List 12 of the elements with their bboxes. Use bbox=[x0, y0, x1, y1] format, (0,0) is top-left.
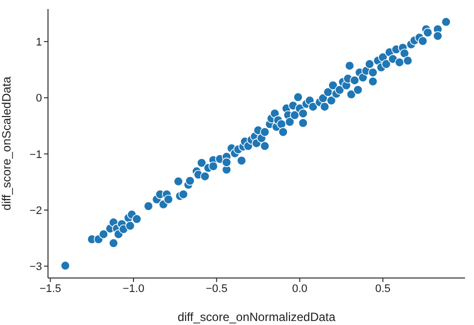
x-tick-label: −1.5 bbox=[39, 282, 62, 295]
x-tick-label: 0.0 bbox=[292, 282, 308, 295]
y-tick-label: −1 bbox=[29, 148, 42, 161]
y-tick-label: 0 bbox=[36, 92, 42, 105]
x-tick-label: −1.0 bbox=[122, 282, 144, 295]
x-axis-title: diff_score_onNormalizedData bbox=[178, 310, 336, 324]
x-tick-label: −0.5 bbox=[206, 282, 228, 295]
y-axis-title: diff_score_onScaledData bbox=[0, 76, 14, 210]
y-tick-label: −3 bbox=[29, 261, 42, 274]
y-tick-label: −2 bbox=[29, 204, 42, 217]
y-tick-label: 1 bbox=[36, 36, 42, 48]
x-tick-label: 0.5 bbox=[375, 282, 391, 295]
